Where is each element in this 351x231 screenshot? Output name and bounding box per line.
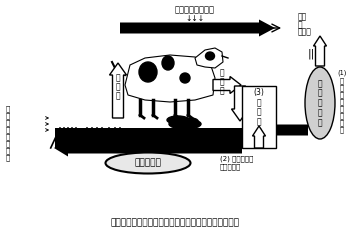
FancyArrow shape [213,76,241,94]
Ellipse shape [169,119,201,129]
Text: 放牧頭数（地域）: 放牧頭数（地域） [175,5,215,14]
Text: ・: ・ [298,20,303,29]
Ellipse shape [305,67,335,139]
FancyArrow shape [110,63,126,118]
Ellipse shape [180,73,190,83]
Text: 損失量: 損失量 [298,27,312,36]
Ellipse shape [182,118,198,124]
FancyArrow shape [232,86,249,121]
Text: (2) 牧区ごとの
過不足修正: (2) 牧区ごとの 過不足修正 [220,156,253,170]
Ellipse shape [106,152,191,173]
FancyArrow shape [120,19,275,36]
Text: 排
泄
量: 排 泄 量 [220,69,224,95]
Text: 養分現存量: 養分現存量 [134,158,161,167]
Ellipse shape [162,56,174,70]
Text: ||: || [307,49,314,59]
FancyArrow shape [252,126,265,148]
Bar [242,86,276,148]
Text: 利
用
草
丈
（
草
種
）: 利 用 草 丈 （ 草 種 ） [6,105,10,161]
Text: 被
食
量: 被 食 量 [116,73,120,100]
Ellipse shape [167,116,189,124]
FancyArrow shape [54,140,242,156]
Ellipse shape [205,52,214,60]
Polygon shape [195,48,223,68]
Text: 養
分
補
給
量: 養 分 補 給 量 [318,79,322,127]
Ellipse shape [139,62,157,82]
FancyArrow shape [313,36,326,66]
Polygon shape [125,55,215,102]
Text: 生産: 生産 [298,12,307,21]
Text: 図３．放牧草地における施肥対応の考え方（概念図）: 図３．放牧草地における施肥対応の考え方（概念図） [111,218,239,227]
FancyArrow shape [244,122,308,139]
Bar [55,128,250,148]
Text: ↓↓↓: ↓↓↓ [185,14,205,23]
Text: (1)
地
域
ご
と
の
算
定
値: (1) 地 域 ご と の 算 定 値 [337,70,347,133]
Text: (3)
年
間
施
肥
量: (3) 年 間 施 肥 量 [253,88,264,146]
